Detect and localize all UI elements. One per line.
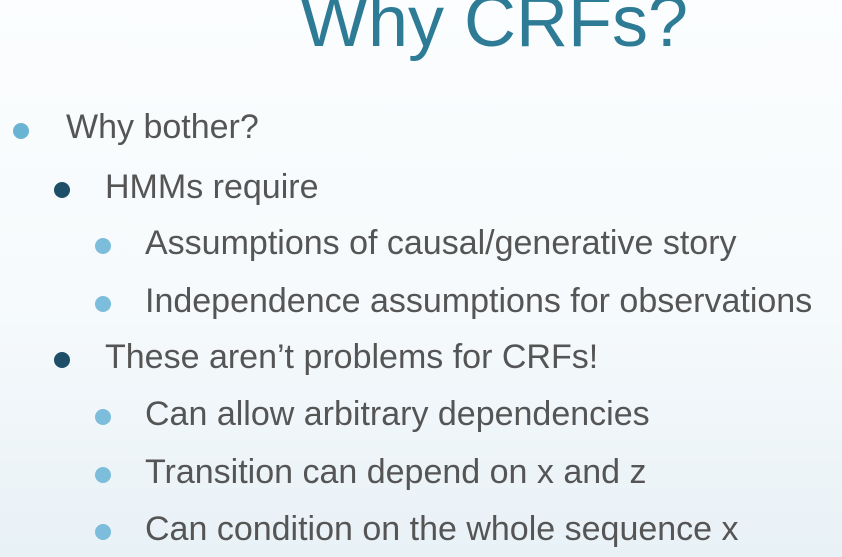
bullet-item: Can allow arbitrary dependencies [0, 397, 842, 437]
bullet-text: Why bother? [66, 108, 259, 146]
bullet-text: HMMs require [105, 168, 319, 206]
bullet-item: Transition can depend on x and z [0, 455, 842, 495]
bullet-dot-icon [95, 238, 111, 254]
bullet-item: HMMs require [0, 170, 842, 210]
bullet-item: Assumptions of causal/generative story [0, 226, 842, 266]
bullet-text: Independence assumptions for observation… [145, 282, 813, 320]
bullet-dot-icon [54, 182, 70, 198]
bullet-dot-icon [54, 352, 70, 368]
bullet-text: Can allow arbitrary dependencies [145, 395, 650, 433]
bullet-dot-icon [95, 467, 111, 483]
bullet-text: Can condition on the whole sequence x [145, 510, 739, 548]
bullet-item: Independence assumptions for observation… [0, 284, 842, 324]
bullet-text: Transition can depend on x and z [145, 453, 647, 491]
bullet-text: Assumptions of causal/generative story [145, 224, 737, 262]
bullet-text: These aren’t problems for CRFs! [105, 338, 599, 376]
bullet-dot-icon [13, 123, 29, 139]
bullet-item: These aren’t problems for CRFs! [0, 340, 842, 380]
bullet-dot-icon [95, 409, 111, 425]
bullet-item: Why bother? [0, 110, 842, 150]
bullet-item: Can condition on the whole sequence x [0, 512, 842, 552]
bullet-dot-icon [95, 524, 111, 540]
slide-title: Why CRFs? [300, 0, 689, 62]
bullet-dot-icon [95, 296, 111, 312]
